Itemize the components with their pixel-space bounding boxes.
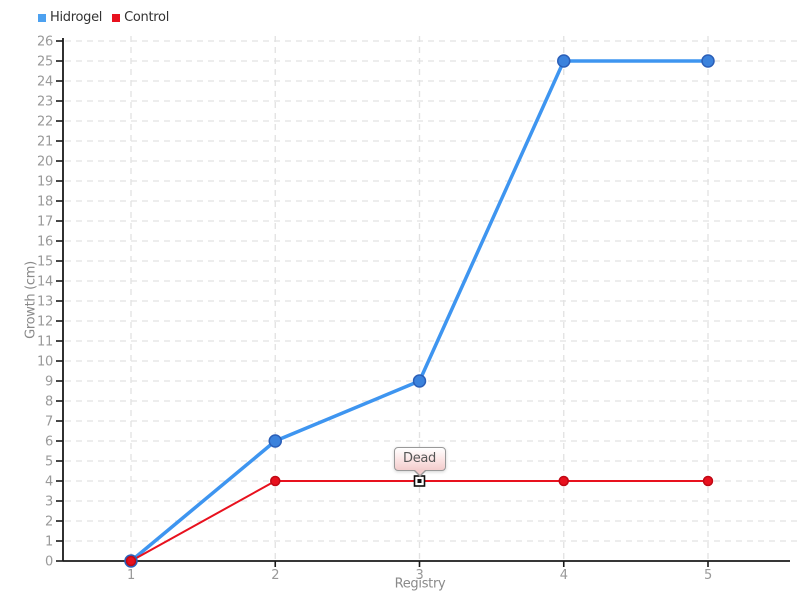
y-tick-label: 8 [45, 395, 53, 410]
y-tick-label: 17 [37, 215, 53, 230]
y-tick-label: 13 [37, 295, 53, 310]
y-tick-label: 10 [37, 355, 53, 370]
y-tick-label: 2 [45, 515, 53, 530]
y-tick-label: 18 [37, 195, 53, 210]
y-tick-label: 15 [37, 255, 53, 270]
y-tick-label: 16 [37, 235, 53, 250]
y-tick-label: 20 [37, 155, 53, 170]
y-tick-label: 21 [37, 135, 53, 150]
legend-label-hidrogel: Hidrogel [50, 10, 103, 25]
data-point-control[interactable] [702, 475, 714, 487]
x-axis-title: Registry [394, 576, 446, 592]
tooltip-arrow-fill [413, 469, 426, 475]
data-point-hidrogel[interactable] [412, 374, 427, 388]
y-tick-label: 9 [45, 375, 53, 390]
chart-legend: Hidrogel Control [38, 10, 169, 25]
dead-tooltip-label: Dead [402, 451, 437, 466]
y-tick-label: 12 [37, 315, 53, 330]
y-tick-label: 1 [45, 535, 53, 550]
legend-label-control: Control [124, 10, 170, 25]
data-point-hidrogel[interactable] [268, 434, 282, 448]
y-tick-label: 5 [45, 455, 53, 470]
y-axis-title: Growth (cm) [23, 261, 39, 339]
y-tick-label: 24 [37, 75, 53, 90]
dead-tooltip: Dead [393, 447, 446, 477]
y-tick-label: 26 [37, 35, 53, 50]
legend-item-hidrogel[interactable]: Hidrogel [38, 10, 102, 25]
y-tick-label: 0 [45, 555, 53, 570]
data-point-control[interactable] [125, 555, 137, 567]
data-point-control[interactable] [558, 475, 569, 487]
x-tick-label: 3 [416, 568, 424, 583]
y-tick-label: 4 [45, 475, 53, 490]
legend-swatch-control [112, 13, 121, 22]
y-tick-label: 22 [37, 115, 53, 130]
dead-point-core [417, 479, 422, 483]
y-tick-label: 23 [37, 95, 53, 110]
x-tick-label: 4 [560, 568, 568, 583]
data-point-hidrogel[interactable] [557, 54, 571, 68]
y-tick-label: 14 [37, 275, 53, 290]
y-tick-label: 7 [45, 415, 53, 430]
x-tick-label: 2 [271, 568, 279, 583]
y-tick-label: 6 [45, 435, 53, 450]
y-tick-label: 11 [37, 335, 53, 350]
data-point-hidrogel[interactable] [701, 54, 715, 68]
legend-item-control[interactable]: Control [112, 10, 169, 25]
y-tick-label: 19 [37, 175, 53, 190]
y-tick-label: 3 [45, 495, 53, 510]
data-point-control[interactable] [270, 475, 281, 487]
x-tick-label: 1 [127, 568, 135, 583]
y-tick-label: 25 [37, 55, 53, 70]
legend-swatch-hidrogel [38, 13, 46, 22]
x-tick-label: 5 [704, 568, 712, 583]
